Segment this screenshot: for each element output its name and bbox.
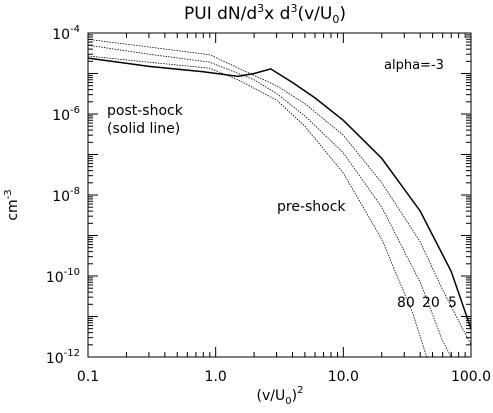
series-pre-shock-line-2 [87,44,452,358]
chart-title: PUI dN/d3x d3(v/U0) [184,2,346,26]
curve-label-80: 80 [397,295,415,311]
x-tick-label: 0.1 [77,369,99,385]
x-tick-label: 100.0 [451,369,491,385]
curve-label-5: 5 [448,295,457,311]
y-tick-label: 10-12 [46,348,80,367]
y-tick-label: 10-6 [52,105,80,124]
annotation-post-shock-note: (solid line) [107,121,180,137]
y-tick-label: 10-10 [46,267,80,286]
x-tick-label: 10.0 [328,369,359,385]
y-tick-label: 10-8 [52,186,80,205]
y-axis-label: cm-3 [3,189,21,220]
curve-label-20: 20 [422,295,440,311]
series-pre-shock-line-3 [87,55,428,358]
ticks-layer: 0.1 1.0 10.0 100.0 10-4 10-6 10-8 10-10 10-12 [46,24,491,385]
x-axis-label: (v/U0)2 [257,385,304,407]
series-pre-shock-line-1 [87,38,472,345]
annotation-alpha: alpha=-3 [384,58,444,73]
series-post-shock-line [87,57,472,329]
series-layer [87,38,472,358]
y-tick-label: 10-4 [52,24,80,43]
annotation-pre-shock: pre-shock [277,199,346,215]
x-tick-label: 1.0 [205,369,227,385]
annotation-post-shock: post-shock [107,103,184,119]
